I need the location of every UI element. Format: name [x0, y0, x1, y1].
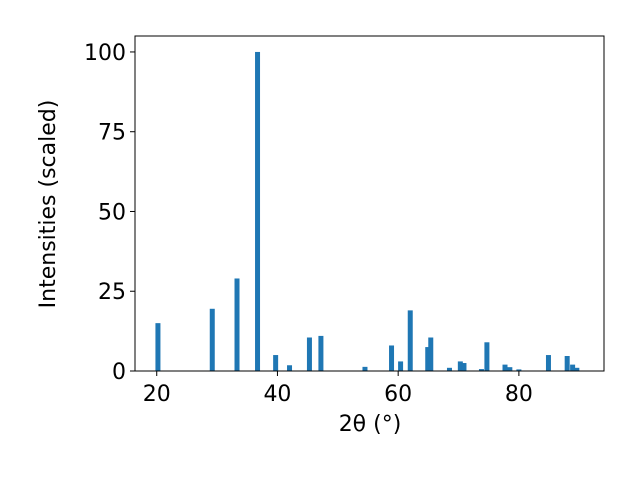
bar: [273, 355, 279, 371]
bar: [457, 361, 463, 371]
bar: [446, 367, 452, 371]
bar: [502, 364, 508, 371]
bar: [306, 337, 312, 371]
x-tick-label: 20: [143, 382, 171, 407]
bar: [574, 367, 580, 371]
x-tick-label: 60: [384, 382, 412, 407]
bar: [478, 369, 484, 371]
bar: [507, 367, 513, 371]
bar: [255, 51, 261, 371]
bar: [425, 347, 431, 371]
x-tick-label: 40: [263, 382, 291, 407]
bar: [570, 364, 576, 371]
bar: [234, 278, 240, 371]
plot-frame: [134, 35, 605, 372]
bar: [155, 323, 161, 371]
y-tick-label: 0: [112, 360, 126, 385]
bar: [428, 337, 434, 371]
x-tick-label: 80: [505, 382, 533, 407]
bar: [362, 366, 368, 371]
bar: [484, 342, 490, 371]
bar: [516, 369, 522, 371]
y-tick-label: 75: [98, 121, 126, 146]
bar: [287, 365, 293, 371]
x-axis-label: 2θ (°): [339, 412, 402, 437]
bar: [545, 355, 551, 371]
bar: [461, 363, 467, 371]
bar: [318, 335, 324, 371]
y-tick-label: 50: [98, 200, 126, 225]
bar: [564, 356, 570, 371]
bar: [389, 345, 395, 371]
y-axis-label: Intensities (scaled): [36, 100, 61, 309]
bar: [407, 310, 413, 371]
y-tick-label: 25: [98, 280, 126, 305]
bar: [398, 361, 404, 371]
bar: [209, 308, 215, 371]
y-tick-label: 100: [84, 41, 126, 66]
